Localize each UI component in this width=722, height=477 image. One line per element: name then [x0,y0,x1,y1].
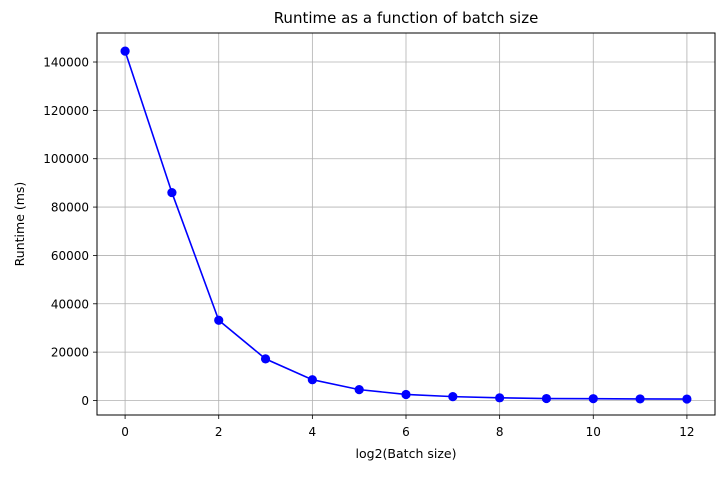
data-point [495,393,505,403]
y-tick-label: 0 [81,394,89,408]
x-axis-label: log2(Batch size) [356,446,457,461]
data-point [307,375,317,385]
x-tick-label: 6 [402,425,410,439]
data-point [541,393,552,404]
x-tick-label: 4 [309,425,317,439]
grid [97,33,715,415]
data-point [588,394,598,404]
y-tick-label: 120000 [43,104,89,118]
data-point [635,394,645,404]
x-tick-label: 10 [586,425,601,439]
data-point [260,354,271,364]
y-tick-label: 100000 [43,152,89,166]
chart-title: Runtime as a function of batch size [274,9,539,27]
x-tick-label: 2 [215,425,223,439]
y-tick-label: 140000 [43,56,89,70]
data-point [120,46,130,56]
data-point [401,389,411,400]
y-axis-label: Runtime (ms) [12,182,27,267]
data-point [214,315,224,325]
y-tick-label: 60000 [51,249,89,263]
data-point [448,392,458,402]
ticks: 0 2 4 6 8 10 12 0 20000 40000 60000 80000 100000 1200… [43,56,694,439]
y-tick-label: 40000 [51,297,89,311]
data-point [682,394,692,404]
series-layer [120,46,692,404]
x-tick-label: 8 [496,425,504,439]
x-tick-label: 12 [679,425,694,439]
data-point [167,187,177,198]
y-tick-label: 80000 [51,201,89,215]
y-tick-label: 20000 [51,346,89,360]
data-point [354,385,364,395]
x-tick-label: 0 [121,425,129,439]
